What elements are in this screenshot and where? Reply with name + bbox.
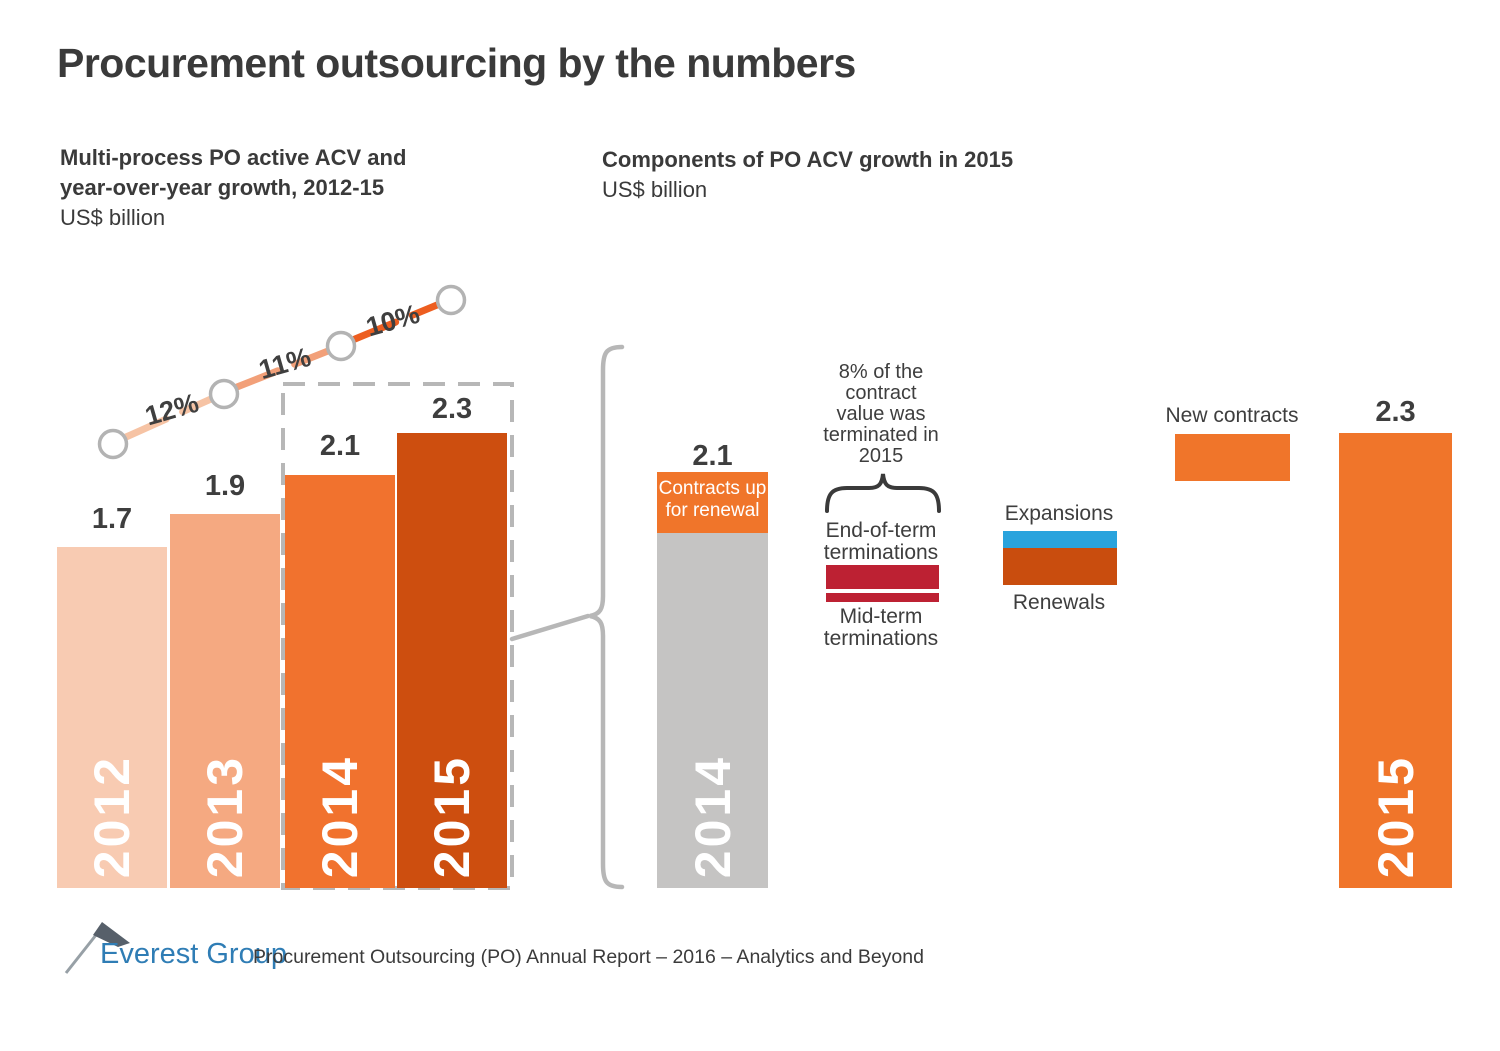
result-bar-year-label: 2015	[1367, 754, 1424, 878]
end-of-term-label: End-of-term terminations	[823, 519, 939, 564]
contracts-up-for-renewal-segment: Contracts up for renewal	[657, 472, 768, 533]
bar-2013: 2013	[170, 514, 280, 888]
growth-point-2012	[97, 428, 129, 460]
value-label-2014: 2.1	[319, 430, 361, 462]
left-chart-title-line2: year-over-year growth, 2012-15	[60, 175, 385, 200]
growth-label-2013-14: 11%	[255, 341, 315, 386]
renewals-bar	[1003, 548, 1117, 585]
growth-point-2015	[435, 284, 467, 316]
bar-2012: 2012	[57, 547, 167, 888]
value-label-2015: 2.3	[431, 393, 473, 425]
value-label-2013: 1.9	[204, 470, 246, 502]
annotation-line-1: 8% of the	[838, 361, 924, 383]
growth-label-2012-13: 12%	[141, 387, 202, 432]
terminated-value-brace	[825, 473, 941, 513]
expansions-bar	[1003, 531, 1117, 548]
right-chart-unit: US$ billion	[602, 177, 708, 202]
report-title: Procurement Outsourcing (PO) Annual Repo…	[253, 946, 924, 968]
left-chart-title: Multi-process PO active ACV and year-ove…	[60, 143, 406, 233]
growth-point-2014	[325, 330, 357, 362]
brand-name: Everest Group	[100, 938, 287, 970]
base-bar-2014: 2014	[657, 533, 768, 888]
renewals-label: Renewals	[1012, 591, 1106, 614]
growth-label-2014-15: 10%	[362, 298, 423, 343]
page-title: Procurement outsourcing by the numbers	[57, 40, 856, 86]
result-bar-2015: 2015	[1339, 433, 1452, 888]
bar-2014: 2014	[285, 475, 395, 888]
mid-term-bar	[826, 593, 939, 602]
brace-connector-line	[509, 613, 591, 642]
result-bar-value: 2.3	[1375, 396, 1416, 428]
left-chart-title-line1: Multi-process PO active ACV and	[60, 145, 407, 170]
annotation-line-4: terminated in	[823, 424, 939, 446]
bar-2012-year-label: 2012	[84, 754, 140, 878]
mid-term-label: Mid-term terminations	[823, 605, 939, 650]
base-bar-value: 2.1	[692, 440, 733, 472]
new-contracts-bar	[1175, 434, 1290, 481]
value-label-2012: 1.7	[91, 503, 133, 535]
annotation-line-2: contract	[845, 382, 917, 404]
base-bar-year-label: 2014	[684, 754, 741, 878]
terminated-annotation: 8% of the contract value was terminated …	[806, 362, 956, 467]
left-chart-unit: US$ billion	[60, 205, 166, 230]
growth-point-2013	[208, 378, 240, 410]
right-chart-title-text: Components of PO ACV growth in 2015	[602, 147, 1014, 172]
vertical-curly-brace	[589, 344, 625, 890]
annotation-line-3: value was	[836, 403, 926, 425]
right-chart-title: Components of PO ACV growth in 2015 US$ …	[602, 145, 1013, 205]
contracts-up-for-renewal-label: Contracts up for renewal	[658, 478, 767, 521]
bar-2014-year-label: 2014	[312, 754, 368, 878]
bar-2013-year-label: 2013	[197, 754, 253, 878]
annotation-line-5: 2015	[858, 445, 904, 467]
bar-2015: 2015	[397, 433, 507, 888]
bar-2015-year-label: 2015	[424, 754, 480, 878]
end-of-term-bar	[826, 565, 939, 589]
new-contracts-label: New contracts	[1165, 404, 1299, 427]
expansions-label: Expansions	[1004, 502, 1114, 525]
logo-slope-line	[64, 934, 98, 974]
